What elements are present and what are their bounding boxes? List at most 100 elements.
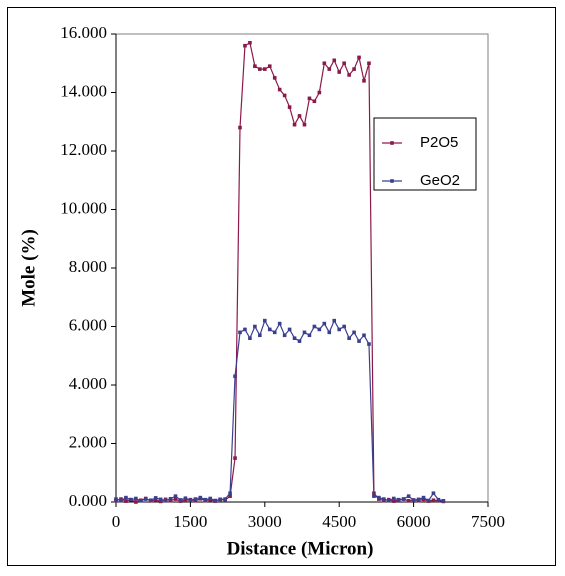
- y-tick-label: 14.000: [60, 81, 107, 100]
- point-marker: [272, 330, 277, 335]
- x-tick-label: 0: [112, 512, 121, 531]
- point-marker: [441, 499, 446, 503]
- point-marker: [426, 498, 431, 503]
- point-marker: [282, 93, 287, 98]
- point-marker: [431, 491, 436, 496]
- point-marker: [168, 496, 173, 501]
- point-marker: [411, 498, 416, 503]
- point-marker: [258, 67, 262, 71]
- point-marker: [277, 87, 282, 92]
- point-marker: [312, 324, 317, 329]
- x-tick-label: 4500: [322, 512, 356, 531]
- point-marker: [124, 499, 128, 503]
- point-marker: [238, 330, 242, 335]
- y-tick-label: 12.000: [60, 140, 107, 159]
- point-marker: [248, 40, 252, 45]
- point-marker: [213, 498, 217, 503]
- point-marker: [277, 321, 282, 326]
- point-marker: [347, 73, 351, 77]
- point-marker: [322, 61, 327, 66]
- x-axis-title: Distance (Micron): [227, 538, 374, 559]
- point-marker: [292, 122, 297, 127]
- point-marker: [119, 498, 123, 503]
- point-marker: [421, 495, 426, 500]
- y-tick-label: 16.000: [60, 23, 107, 42]
- point-marker: [267, 64, 272, 68]
- point-marker: [134, 500, 138, 504]
- point-marker: [431, 498, 436, 503]
- point-marker: [134, 496, 138, 501]
- point-marker: [297, 339, 302, 343]
- point-marker: [263, 318, 267, 323]
- point-marker: [183, 496, 188, 500]
- point-marker: [282, 333, 287, 338]
- point-marker: [203, 497, 208, 502]
- point-marker: [307, 333, 312, 338]
- point-marker: [253, 324, 257, 329]
- point-marker: [332, 318, 337, 323]
- y-tick-label: 2.000: [69, 432, 107, 451]
- point-marker: [396, 497, 401, 502]
- point-marker: [302, 122, 307, 127]
- point-marker: [362, 333, 366, 338]
- point-marker: [391, 499, 396, 503]
- point-marker: [233, 456, 237, 460]
- point-marker: [391, 496, 396, 501]
- point-marker: [183, 498, 188, 503]
- point-marker: [406, 499, 411, 503]
- y-tick-label: 0.000: [69, 491, 107, 510]
- point-marker: [302, 330, 307, 335]
- point-marker: [158, 499, 163, 504]
- point-marker: [173, 494, 178, 498]
- annotation: NM-182: [141, 164, 204, 184]
- point-marker: [287, 327, 292, 332]
- point-marker: [233, 374, 237, 379]
- legend-box: [373, 117, 477, 191]
- legend-marker: [390, 141, 394, 145]
- point-marker: [387, 498, 391, 503]
- point-marker: [342, 324, 346, 329]
- y-tick-label: 8.000: [69, 257, 107, 276]
- point-marker: [153, 498, 158, 502]
- point-marker: [367, 342, 371, 346]
- plot-area: [115, 33, 489, 503]
- x-tick-label: 1500: [173, 512, 207, 531]
- point-marker: [342, 61, 346, 66]
- point-marker: [148, 498, 153, 503]
- y-axis-title: Mole (%): [18, 229, 39, 307]
- point-marker: [228, 494, 232, 498]
- point-marker: [317, 90, 322, 95]
- point-marker: [163, 498, 168, 503]
- point-marker: [357, 55, 361, 60]
- y-tick-label: 4.000: [69, 374, 107, 393]
- point-marker: [292, 336, 297, 340]
- point-marker: [322, 321, 327, 326]
- point-marker: [297, 114, 302, 118]
- y-tick-label: 10.000: [60, 198, 107, 217]
- legend-marker: [390, 179, 394, 183]
- point-marker: [372, 494, 376, 498]
- point-marker: [153, 496, 158, 500]
- point-marker: [362, 79, 366, 83]
- legend-label: GeO2: [420, 172, 460, 189]
- point-marker: [337, 70, 341, 74]
- point-marker: [173, 497, 178, 501]
- point-marker: [416, 497, 421, 502]
- point-marker: [243, 327, 247, 332]
- point-marker: [129, 497, 133, 502]
- point-marker: [243, 43, 247, 48]
- point-marker: [347, 336, 351, 340]
- point-marker: [263, 67, 267, 71]
- point-marker: [198, 495, 203, 500]
- annotation: A: [147, 69, 163, 94]
- point-marker: [188, 498, 193, 503]
- point-marker: [406, 494, 411, 498]
- point-marker: [139, 499, 143, 503]
- point-marker: [124, 495, 128, 500]
- point-marker: [114, 497, 118, 501]
- point-marker: [272, 76, 277, 80]
- point-marker: [401, 497, 406, 501]
- point-marker: [352, 67, 356, 71]
- point-marker: [258, 333, 262, 338]
- point-marker: [357, 339, 361, 343]
